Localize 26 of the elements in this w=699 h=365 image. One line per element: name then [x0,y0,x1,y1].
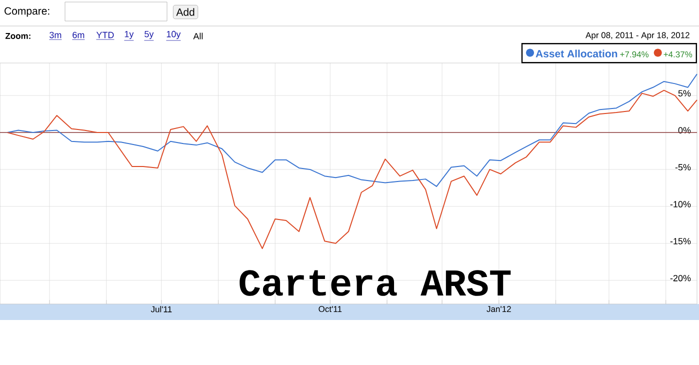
text: Add [176,8,194,16]
text: +4.37% [664,51,692,58]
text: 1y [124,30,134,40]
text: 6m [72,32,84,38]
y-tick-label: 0% [678,127,691,134]
y-tick-label: 5% [678,90,691,96]
text: YTD [96,32,114,38]
legend-label: Asset Allocation [536,50,618,58]
chart-subtitle: Apr 08, 2011 - Apr 18, 2012 [586,32,690,40]
line-series [6,90,698,250]
y-tick-label: -10% [670,201,691,208]
text: 5y [144,30,154,40]
line-series [6,74,698,187]
x-tick-label: Jul'11 [150,306,172,312]
text: +7.94% [620,51,649,58]
text: Compare: [4,7,50,17]
y-tick-label: -20% [670,274,691,282]
text: 10y [166,30,181,40]
x-tick-label: Jan'12 [486,306,511,312]
y-tick-label: -15% [670,238,691,244]
text: 3m [50,32,62,38]
text: All [193,32,203,40]
text: Cartera ARST [240,270,511,296]
y-tick-label: -5% [675,164,691,170]
text: Zoom: [5,33,30,39]
x-tick-label: Oct'11 [318,306,342,312]
